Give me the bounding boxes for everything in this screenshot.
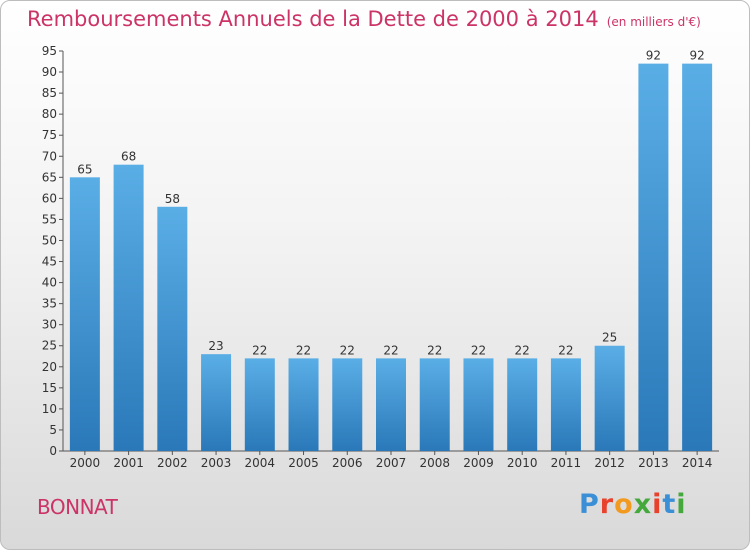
bar-2000: [69, 177, 100, 451]
bars: 65 68 58 23 22 22 22 22 22 22 22 22 25 92 92: [69, 49, 713, 451]
logo-letter: t: [662, 489, 677, 520]
x-tick-label: 2002: [157, 456, 188, 470]
bar-2002: [157, 206, 188, 451]
y-tick-label: 70: [42, 149, 57, 163]
chart-unit: (en milliers d'€): [606, 15, 701, 29]
data-label: 92: [646, 49, 661, 63]
logo-letter: P: [579, 489, 600, 520]
y-tick-label: 90: [42, 65, 57, 79]
y-tick-label: 75: [42, 128, 57, 142]
bar-2011: [550, 358, 581, 451]
bar-2007: [376, 358, 406, 451]
y-tick-label: 40: [42, 276, 57, 290]
x-tick-label: 2006: [332, 456, 363, 470]
bar-2003: [201, 354, 232, 451]
y-tick-label: 45: [42, 255, 57, 269]
bar-2010: [507, 358, 538, 451]
logo-letter: o: [614, 489, 634, 520]
bar-2009: [463, 358, 494, 451]
x-tick-label: 2011: [551, 456, 582, 470]
data-label: 22: [340, 343, 355, 357]
x-tick-label: 2012: [594, 456, 625, 470]
y-tick-label: 50: [42, 233, 57, 247]
logo-letter: i: [676, 489, 687, 520]
bar-2001: [113, 164, 144, 451]
data-label: 92: [689, 49, 704, 63]
x-tick-label: 2013: [638, 456, 669, 470]
chart-title: Remboursements Annuels de la Dette de 20…: [27, 7, 701, 31]
y-axis: 0 5 10 15 20 25 30 35 40 45 50 55 60 65 70 75 80 85 90 95: [42, 44, 64, 458]
commune-name: BONNAT: [37, 495, 118, 519]
x-tick-label: 2010: [507, 456, 538, 470]
x-tick-label: 2001: [113, 456, 144, 470]
y-tick-label: 85: [42, 86, 57, 100]
bar-2013: [638, 63, 669, 451]
bar-2014: [682, 63, 713, 451]
x-tick-label: 2007: [376, 456, 407, 470]
x-axis: 2000 2001 2002 2003 2004 2005 2006 2007 2008 2009…: [63, 450, 719, 470]
y-tick-label: 80: [42, 107, 57, 121]
bar-2004: [244, 358, 275, 451]
logo-letter: i: [652, 489, 663, 520]
bar-2005: [288, 358, 319, 451]
x-tick-label: 2008: [419, 456, 450, 470]
data-label: 22: [471, 343, 486, 357]
x-tick-label: 2004: [245, 456, 276, 470]
y-tick-label: 25: [42, 339, 57, 353]
x-tick-label: 2014: [682, 456, 713, 470]
proxiti-logo[interactable]: Proxiti: [579, 489, 687, 520]
x-tick-label: 2003: [201, 456, 232, 470]
data-label: 22: [383, 343, 398, 357]
y-tick-label: 55: [42, 212, 57, 226]
data-label: 23: [208, 339, 223, 353]
y-tick-label: 10: [42, 402, 57, 416]
y-tick-label: 35: [42, 297, 57, 311]
bar-2006: [332, 358, 363, 451]
data-label: 68: [121, 150, 136, 164]
y-tick-label: 30: [42, 318, 57, 332]
logo-letter: r: [599, 489, 615, 520]
x-tick-label: 2005: [288, 456, 319, 470]
data-label: 58: [165, 192, 180, 206]
x-tick-label: 2000: [70, 456, 101, 470]
y-tick-label: 5: [49, 423, 57, 437]
x-tick-label: 2009: [463, 456, 494, 470]
y-tick-label: 20: [42, 360, 57, 374]
y-tick-label: 0: [49, 444, 57, 458]
y-tick-label: 60: [42, 191, 57, 205]
data-label: 22: [427, 343, 442, 357]
data-label: 22: [252, 343, 267, 357]
y-tick-label: 95: [42, 44, 57, 58]
bar-2008: [419, 358, 450, 451]
y-tick-label: 65: [42, 170, 57, 184]
chart-title-text: Remboursements Annuels de la Dette de 20…: [27, 7, 599, 31]
y-tick-label: 15: [42, 381, 57, 395]
data-label: 25: [602, 331, 617, 345]
data-label: 22: [296, 343, 311, 357]
bar-2012: [594, 345, 625, 451]
logo-letter: x: [633, 489, 653, 520]
data-label: 22: [558, 343, 573, 357]
data-label: 22: [515, 343, 530, 357]
data-label: 65: [77, 162, 92, 176]
